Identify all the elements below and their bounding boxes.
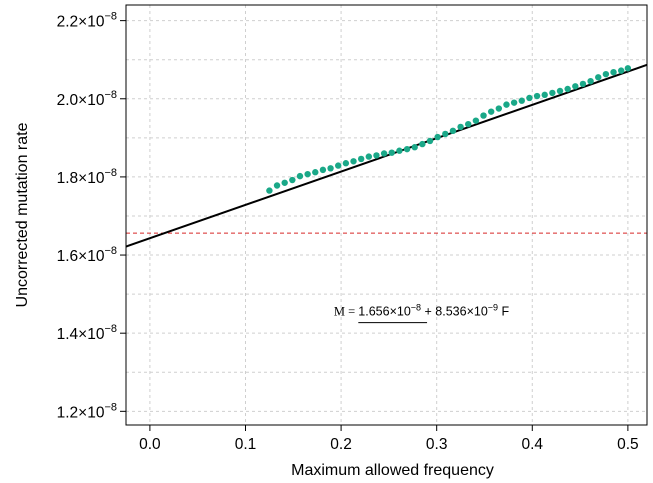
data-point [426,137,434,145]
data-point [556,87,564,95]
x-tick-label: 0.1 [235,436,257,453]
fit-line-group [125,63,648,248]
data-point [388,149,395,156]
plot-frame [125,4,648,426]
data-point [304,170,311,178]
equation-text: M = 1.656×10−8 + 8.536×10−9 F [334,303,510,319]
data-point [457,123,464,131]
data-point [487,108,495,115]
data-point [373,152,380,159]
y-tick-label: 1.4×10−8 [57,323,117,343]
data-point [449,127,457,135]
equation-annotation: M = 1.656×10−8 + 8.536×10−9 F [334,303,510,324]
data-point [587,77,594,85]
data-point [472,117,480,124]
data-point [564,85,571,93]
data-point [342,160,350,167]
data-point [350,158,357,165]
data-point [442,130,449,138]
y-axis-ticks: 1.2×10−8 1.4×10−8 1.6×10−8 1.8×10−8 2.0×10−8… [57,11,126,421]
data-point [327,165,334,172]
data-point [396,147,403,154]
data-point [510,99,518,106]
x-axis-ticks: 0.0 0.1 0.2 0.3 0.4 0.5 [139,425,639,453]
x-tick-label: 0.3 [426,436,448,453]
data-point [312,169,319,176]
data-point [357,155,365,163]
y-tick-label: 2.0×10−8 [57,89,117,109]
data-point [572,83,579,90]
x-tick-label: 0.0 [139,436,161,453]
data-point [281,179,288,186]
data-point [503,101,510,108]
data-point [434,133,441,141]
data-point [296,172,304,180]
data-point [335,162,342,169]
data-point [579,80,587,88]
data-point [266,187,273,194]
data-point [273,182,281,189]
data-point [411,144,418,151]
data-points [266,65,632,194]
data-point [533,92,541,100]
y-axis-label: Uncorrected mutation rate [14,122,31,307]
x-tick-label: 0.5 [617,436,639,453]
data-point [419,140,426,148]
x-tick-label: 0.4 [522,436,544,453]
data-point [365,153,373,160]
data-point [289,176,296,184]
data-point [380,150,388,157]
data-point [495,105,503,112]
data-point [465,120,472,128]
data-point [617,67,625,74]
data-point [602,70,610,78]
data-point [480,112,487,119]
y-tick-label: 1.8×10−8 [57,167,117,187]
data-point [526,94,533,102]
data-point [319,166,327,174]
x-tick-label: 0.2 [330,436,352,453]
data-point [549,89,556,97]
y-tick-label: 2.2×10−8 [57,11,117,31]
fit-line [125,63,648,248]
data-point [518,97,525,104]
y-tick-label: 1.6×10−8 [57,245,117,265]
data-point [610,69,617,76]
x-axis-label: Maximum allowed frequency [291,462,494,479]
grid-lines [126,5,647,425]
y-tick-label: 1.2×10−8 [57,401,117,421]
data-point [624,65,632,72]
data-point [595,74,602,81]
data-point [541,91,548,99]
data-point [403,145,411,153]
